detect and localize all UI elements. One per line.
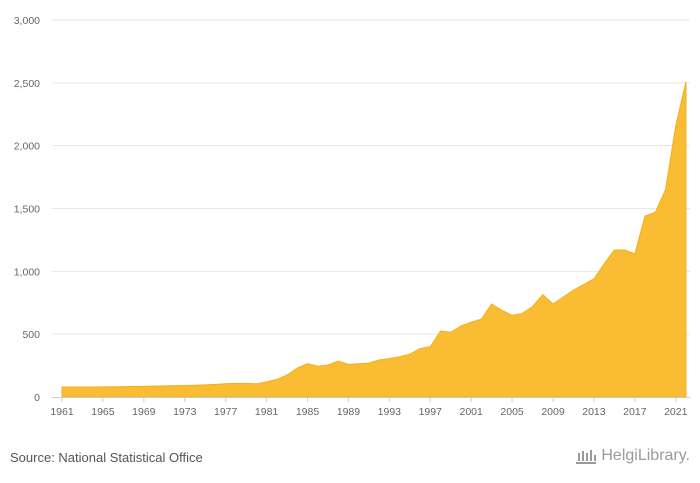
source-note: Source: National Statistical Office xyxy=(10,450,203,465)
data-point[interactable] xyxy=(325,362,330,367)
data-point[interactable] xyxy=(673,123,678,128)
data-point[interactable] xyxy=(356,361,361,366)
data-point[interactable] xyxy=(172,383,177,388)
data-point[interactable] xyxy=(233,381,238,386)
data-point[interactable] xyxy=(438,329,443,334)
data-point[interactable] xyxy=(60,384,65,389)
x-tick-label: 2013 xyxy=(582,406,606,418)
x-tick-label: 1993 xyxy=(378,406,402,418)
data-point[interactable] xyxy=(203,382,208,387)
data-point[interactable] xyxy=(428,344,433,349)
helgi-library-logo[interactable]: HelgiLibrary. xyxy=(575,447,690,465)
data-point[interactable] xyxy=(469,320,474,325)
data-point[interactable] xyxy=(479,317,484,322)
area-chart: 1961 1965 1969 1973 1977 1981 1985 1989 1993 1997… xyxy=(14,15,690,418)
data-point[interactable] xyxy=(336,359,341,364)
x-tick-label: 1965 xyxy=(91,406,115,418)
x-tick-label: 1989 xyxy=(337,406,361,418)
data-point[interactable] xyxy=(315,364,320,369)
data-point[interactable] xyxy=(530,304,535,309)
y-tick-label: 2,500 xyxy=(14,78,40,90)
data-point[interactable] xyxy=(653,210,658,215)
data-point[interactable] xyxy=(489,302,494,307)
data-point[interactable] xyxy=(111,384,116,389)
data-point[interactable] xyxy=(213,382,218,387)
x-tick-label: 1981 xyxy=(255,406,279,418)
data-point[interactable] xyxy=(448,330,453,335)
x-tick-label: 2017 xyxy=(623,406,647,418)
data-point[interactable] xyxy=(90,384,95,389)
y-tick-label: 0 xyxy=(34,392,40,404)
y-tick-label: 2,000 xyxy=(14,141,40,153)
data-point[interactable] xyxy=(223,381,228,386)
data-point[interactable] xyxy=(510,313,515,318)
data-point[interactable] xyxy=(520,311,525,316)
data-point[interactable] xyxy=(684,79,689,84)
data-point[interactable] xyxy=(663,187,668,192)
data-point[interactable] xyxy=(121,384,126,389)
data-point[interactable] xyxy=(418,346,423,351)
data-point[interactable] xyxy=(581,282,586,287)
data-point[interactable] xyxy=(295,366,300,371)
y-tick-label: 500 xyxy=(22,329,40,341)
y-axis: 0 500 1,000 1,500 2,000 2,500 3,000 xyxy=(14,15,40,404)
data-point[interactable] xyxy=(458,323,463,328)
data-point[interactable] xyxy=(141,384,146,389)
data-point[interactable] xyxy=(80,384,85,389)
x-tick-label: 1961 xyxy=(50,406,74,418)
brand-name: HelgiLibrary. xyxy=(601,447,690,464)
x-tick-label: 1973 xyxy=(173,406,197,418)
data-point[interactable] xyxy=(499,308,504,313)
data-point[interactable] xyxy=(591,276,596,281)
data-point[interactable] xyxy=(254,381,259,386)
data-point[interactable] xyxy=(397,354,402,359)
data-point[interactable] xyxy=(571,288,576,293)
x-tick-label: 2001 xyxy=(460,406,484,418)
x-tick-label: 2009 xyxy=(541,406,565,418)
data-point[interactable] xyxy=(540,292,545,297)
data-point[interactable] xyxy=(561,295,566,300)
data-point[interactable] xyxy=(551,302,556,307)
data-point[interactable] xyxy=(70,384,75,389)
data-point[interactable] xyxy=(274,377,279,382)
plot-area xyxy=(60,79,689,398)
data-point[interactable] xyxy=(632,251,637,256)
data-point[interactable] xyxy=(407,352,412,357)
data-point[interactable] xyxy=(182,383,187,388)
x-tick-label: 1997 xyxy=(419,406,443,418)
x-tick-label: 2005 xyxy=(500,406,524,418)
data-point[interactable] xyxy=(162,383,167,388)
data-point[interactable] xyxy=(100,384,105,389)
data-point[interactable] xyxy=(377,357,382,362)
x-tick-label: 1985 xyxy=(296,406,320,418)
data-point[interactable] xyxy=(387,356,392,361)
data-point[interactable] xyxy=(264,379,269,384)
data-point[interactable] xyxy=(192,383,197,388)
data-point[interactable] xyxy=(602,261,607,266)
y-tick-label: 3,000 xyxy=(14,15,40,27)
data-point[interactable] xyxy=(366,361,371,366)
data-point[interactable] xyxy=(244,381,249,386)
library-columns-icon xyxy=(576,450,597,464)
y-tick-label: 1,500 xyxy=(14,204,40,216)
data-point[interactable] xyxy=(643,214,648,219)
data-point[interactable] xyxy=(622,247,627,252)
y-tick-label: 1,000 xyxy=(14,266,40,278)
x-axis: 1961 1965 1969 1973 1977 1981 1985 1989 1993 1997… xyxy=(50,397,690,418)
data-point[interactable] xyxy=(131,384,136,389)
data-point[interactable] xyxy=(612,247,617,252)
data-point[interactable] xyxy=(305,361,310,366)
x-tick-label: 1969 xyxy=(132,406,156,418)
data-point[interactable] xyxy=(285,373,290,378)
x-tick-label: 2021 xyxy=(664,406,688,418)
data-point[interactable] xyxy=(346,362,351,367)
x-tick-label: 1977 xyxy=(214,406,238,418)
data-point[interactable] xyxy=(152,384,157,389)
series-area xyxy=(61,81,687,398)
